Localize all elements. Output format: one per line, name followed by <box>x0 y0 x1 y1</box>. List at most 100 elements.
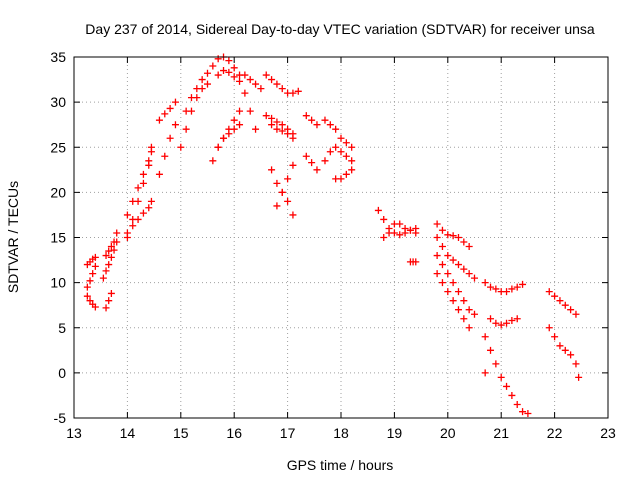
y-tick-label: 15 <box>50 230 66 246</box>
series-track-5 <box>99 238 121 282</box>
data-point <box>161 110 169 118</box>
data-point <box>572 360 580 368</box>
data-point <box>433 270 441 278</box>
series-track-6 <box>102 229 121 260</box>
data-point <box>348 166 356 174</box>
series-track-11 <box>155 98 179 124</box>
data-point <box>139 209 147 217</box>
series-track-38 <box>487 315 521 329</box>
data-point <box>492 285 500 293</box>
data-point <box>107 289 115 297</box>
series-track-33 <box>433 220 473 251</box>
series-track-4 <box>102 289 115 312</box>
data-point <box>412 258 420 266</box>
series-track-12 <box>177 80 211 151</box>
data-point <box>524 409 532 417</box>
data-point <box>139 170 147 178</box>
data-point <box>492 319 500 327</box>
data-point <box>342 152 350 160</box>
series-track-3 <box>83 292 99 311</box>
series-track-22 <box>268 121 297 142</box>
data-point <box>289 134 297 142</box>
data-point <box>268 114 276 122</box>
y-tick-label: 30 <box>50 94 66 110</box>
data-point <box>503 382 511 390</box>
data-point <box>567 351 575 359</box>
data-point <box>513 400 521 408</box>
data-point <box>209 62 217 70</box>
data-point <box>273 179 281 187</box>
series-track-32 <box>406 258 420 266</box>
series-track-13 <box>182 69 211 115</box>
data-point <box>348 143 356 151</box>
series-track-20 <box>241 89 260 133</box>
data-point <box>268 121 276 129</box>
y-tick-label: 0 <box>58 365 66 381</box>
data-point <box>145 157 153 165</box>
data-point <box>257 85 265 93</box>
data-point <box>487 346 495 354</box>
data-point <box>449 279 457 287</box>
data-point <box>105 247 113 255</box>
x-tick-label: 19 <box>387 425 403 441</box>
data-point <box>230 116 238 124</box>
data-point <box>487 283 495 291</box>
data-point <box>433 220 441 228</box>
data-point <box>465 243 473 251</box>
y-tick-label: 10 <box>50 275 66 291</box>
data-point <box>449 297 457 305</box>
data-point <box>241 89 249 97</box>
data-point <box>508 391 516 399</box>
data-point <box>519 408 527 416</box>
data-point <box>337 148 345 156</box>
data-point <box>406 226 414 234</box>
series-track-35 <box>433 252 478 318</box>
data-point <box>444 252 452 260</box>
data-point <box>471 310 478 318</box>
data-point <box>561 301 569 309</box>
data-point <box>342 139 350 147</box>
x-tick-label: 15 <box>173 425 189 441</box>
series-track-37 <box>481 279 527 296</box>
data-point <box>481 333 489 341</box>
x-tick-label: 23 <box>600 425 616 441</box>
data-point <box>556 342 564 350</box>
data-point <box>460 238 468 246</box>
data-point <box>134 184 142 192</box>
data-point <box>147 143 155 151</box>
data-point <box>289 211 297 219</box>
data-point <box>155 170 163 178</box>
x-tick-label: 14 <box>120 425 136 441</box>
data-point <box>99 274 107 282</box>
data-point <box>337 134 345 142</box>
data-point <box>252 80 260 88</box>
data-point <box>236 77 244 85</box>
data-point <box>513 315 521 323</box>
data-point <box>83 283 91 291</box>
data-point <box>567 306 575 314</box>
data-point <box>487 315 495 323</box>
x-tick-label: 18 <box>333 425 349 441</box>
data-point <box>444 288 452 296</box>
data-point <box>268 76 276 84</box>
series-track-9 <box>123 197 155 237</box>
data-point <box>278 127 286 135</box>
data-point <box>575 373 583 381</box>
data-point <box>262 112 270 120</box>
y-tick-label: 20 <box>50 184 66 200</box>
data-point <box>110 238 118 246</box>
data-point <box>385 229 393 237</box>
data-point <box>193 85 201 93</box>
data-point <box>214 55 222 63</box>
y-tick-label: 5 <box>58 320 66 336</box>
data-point <box>465 270 473 278</box>
series-track-10 <box>155 121 179 178</box>
data-point <box>348 157 356 165</box>
data-point <box>225 130 233 138</box>
data-point <box>123 211 131 219</box>
data-point <box>380 215 388 223</box>
data-point <box>214 143 222 151</box>
series-track-16 <box>209 107 244 165</box>
data-point <box>246 76 254 84</box>
y-tick-label: 35 <box>50 49 66 65</box>
